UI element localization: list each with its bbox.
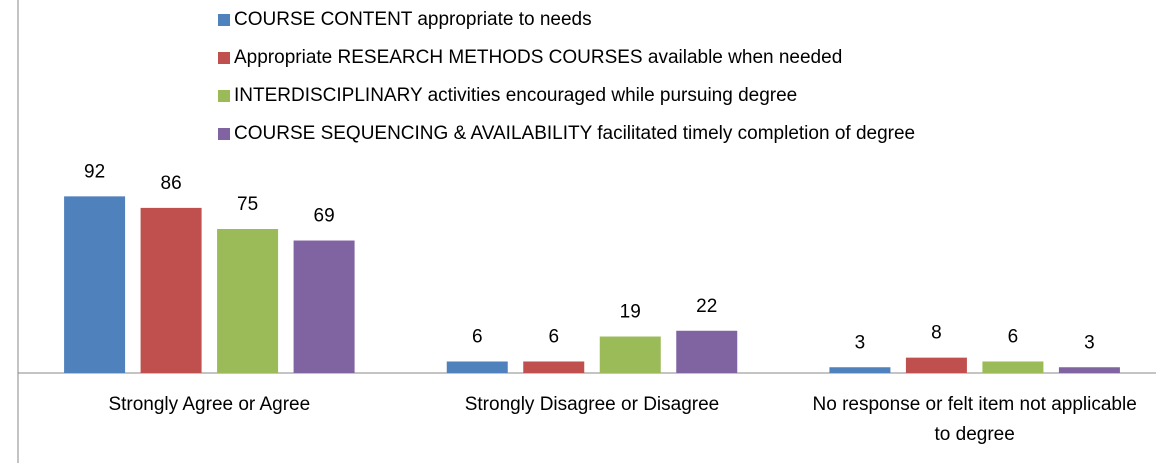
data-label: 3 — [855, 332, 866, 353]
bar — [217, 229, 279, 373]
legend-label: Appropriate RESEARCH METHODS COURSES ava… — [234, 47, 842, 68]
legend-label: INTERDISCIPLINARY activities encouraged … — [234, 85, 797, 106]
data-label: 86 — [161, 173, 182, 194]
legend-swatch — [218, 128, 230, 140]
data-label: 6 — [1008, 326, 1019, 347]
data-label: 3 — [1084, 332, 1095, 353]
legend-swatch — [218, 90, 230, 102]
x-tick-label: No response or felt item not applicable … — [812, 394, 1137, 445]
data-label: 22 — [696, 296, 717, 317]
data-label: 92 — [84, 161, 105, 182]
bar — [829, 367, 891, 373]
data-label: 6 — [472, 326, 483, 347]
bar — [676, 330, 738, 373]
legend-swatch — [218, 14, 230, 26]
bar — [293, 240, 355, 373]
data-label: 19 — [620, 302, 641, 323]
x-tick-label: Strongly Disagree or Disagree — [464, 394, 720, 415]
bar — [64, 196, 126, 373]
bar — [1058, 367, 1120, 373]
legend-label: COURSE CONTENT appropriate to needs — [234, 9, 592, 30]
bar — [905, 357, 967, 373]
data-label: 6 — [548, 326, 559, 347]
legend-swatch — [218, 52, 230, 64]
legend-label: COURSE SEQUENCING & AVAILABILITY facilit… — [234, 123, 915, 144]
data-label: 69 — [314, 206, 335, 227]
bar — [446, 361, 508, 373]
data-label: 75 — [237, 194, 258, 215]
data-label: 8 — [931, 323, 942, 344]
bar — [140, 207, 202, 373]
bar — [599, 336, 661, 373]
x-tick-label: Strongly Agree or Agree — [108, 394, 311, 415]
bar — [982, 361, 1044, 373]
bar — [523, 361, 585, 373]
